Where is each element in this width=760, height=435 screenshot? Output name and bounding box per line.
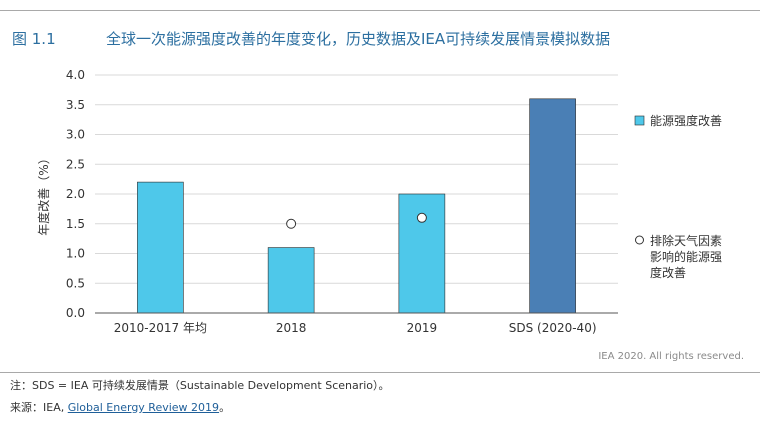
figure-number: 图 1.1 — [12, 30, 56, 48]
legend-swatch-marker — [635, 235, 644, 245]
legend-label-marker-line-1: 影响的能源强 — [650, 249, 722, 264]
y-tick-label-1: 0.5 — [66, 276, 85, 290]
bar-1 — [267, 247, 315, 314]
y-tick-label-7: 3.5 — [66, 98, 85, 112]
bar-2 — [398, 193, 446, 314]
y-axis-title: 年度改善（%） — [36, 152, 51, 235]
marker-2 — [416, 212, 427, 223]
bar-0 — [137, 181, 184, 314]
x-tick-label-2: 2019 — [407, 321, 438, 335]
legend-label-marker-line-2: 度改善 — [650, 265, 686, 280]
y-tick-label-5: 2.5 — [66, 157, 85, 171]
legend-swatch-bar — [634, 115, 645, 126]
bar-chart: 0.0 0.5 1.0 1.5 2.0 2.5 3.0 3.5 4.0 年度改善（%） 2010-2… — [36, 68, 722, 335]
source-line: 来源：IEA, Global Energy Review 2019。 — [10, 399, 230, 415]
y-tick-label-8: 4.0 — [66, 68, 85, 82]
bottom-rule — [0, 372, 760, 373]
y-tick-label-3: 1.5 — [66, 217, 85, 231]
y-tick-label-0: 0.0 — [66, 306, 85, 320]
x-tick-label-3: SDS (2020-40) — [509, 321, 597, 335]
marker-1 — [286, 218, 297, 229]
x-tick-label-0: 2010-2017 年均 — [114, 321, 207, 335]
y-tick-label-6: 3.0 — [66, 128, 85, 142]
figure-title: 全球一次能源强度改善的年度变化，历史数据及IEA可持续发展情景模拟数据 — [106, 30, 611, 48]
copyright-credit: IEA 2020. All rights reserved. — [598, 351, 744, 362]
source-prefix: 来源：IEA, — [10, 401, 68, 414]
source-link[interactable]: Global Energy Review 2019 — [67, 401, 220, 414]
y-tick-label-4: 2.0 — [66, 187, 85, 201]
top-rule — [0, 10, 760, 11]
legend-label-marker-line-0: 排除天气因素 — [650, 233, 722, 248]
source-suffix: 。 — [219, 401, 231, 414]
legend-label-bar: 能源强度改善 — [650, 113, 722, 128]
y-tick-label-2: 1.0 — [66, 247, 85, 261]
bar-3 — [529, 98, 576, 314]
footnote: 注：SDS = IEA 可持续发展情景（Sustainable Developm… — [10, 379, 390, 392]
x-tick-label-1: 2018 — [276, 321, 307, 335]
